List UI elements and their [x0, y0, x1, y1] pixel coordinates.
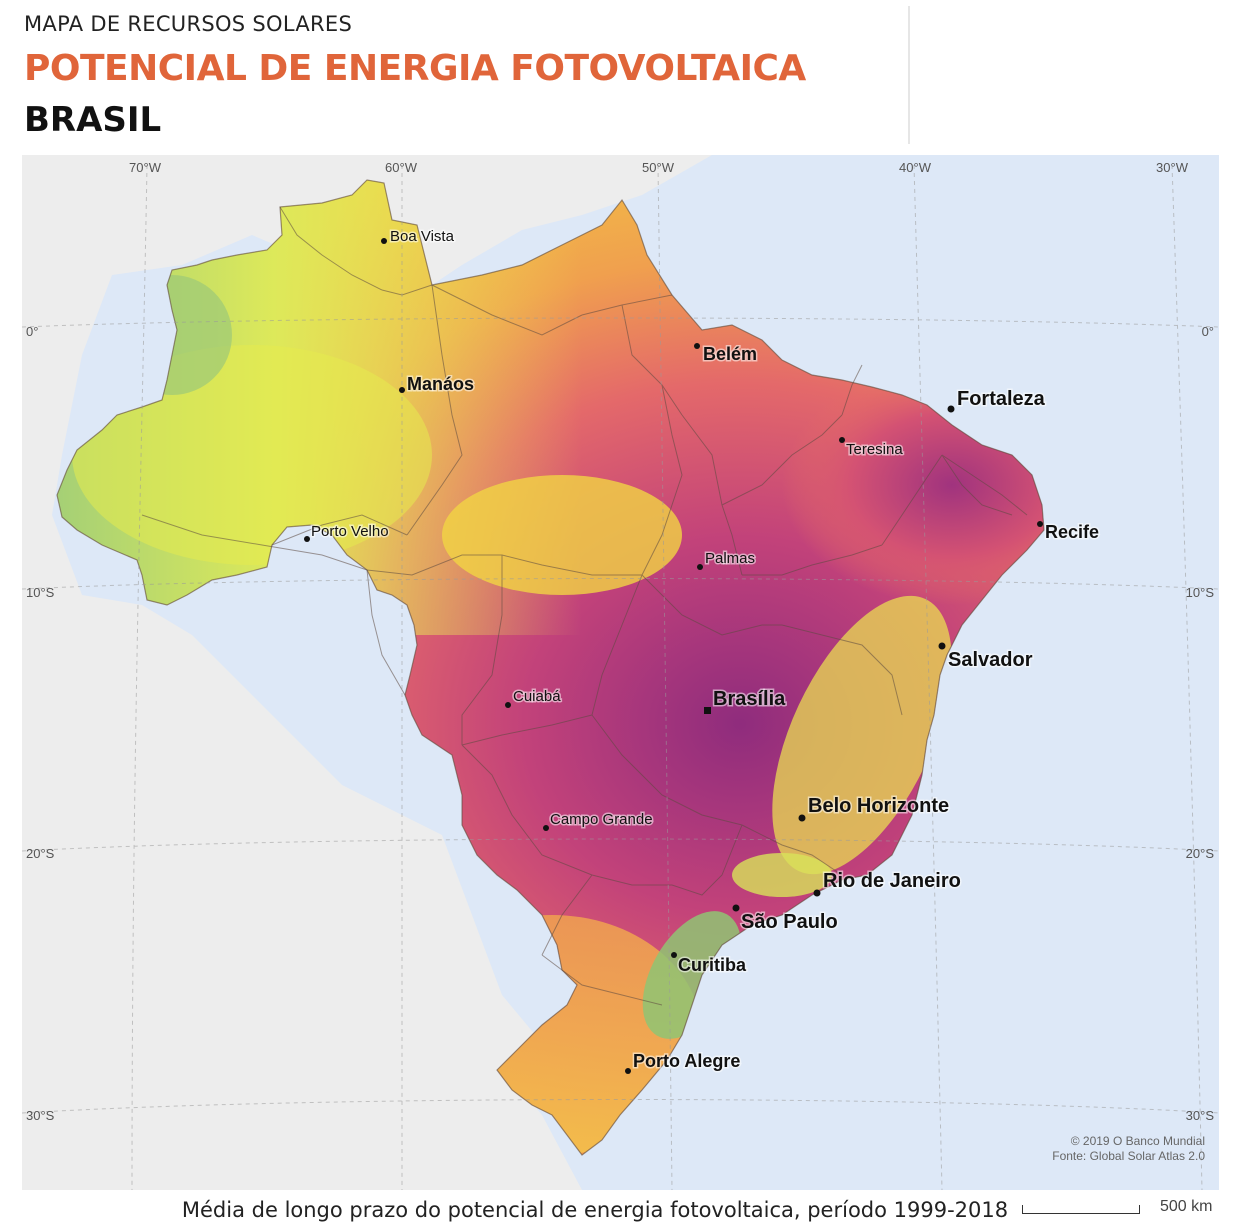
- meridian-line: [913, 164, 943, 1190]
- city-label: Rio de Janeiro: [823, 870, 961, 892]
- state-border-4: [431, 284, 583, 336]
- longitude-label: 70°W: [129, 160, 162, 175]
- city-marker: [694, 343, 700, 349]
- state-border-14: [641, 384, 683, 576]
- credit-copyright: © 2019 O Banco Mundial: [1071, 1134, 1205, 1148]
- city-marker: [399, 387, 405, 393]
- city-label: São Paulo: [741, 911, 838, 933]
- meridian-line: [1171, 164, 1203, 1190]
- south-america-landmass: [22, 155, 712, 1190]
- city-label: Teresina: [846, 441, 903, 458]
- city-marker: [543, 825, 549, 831]
- city-label: Fortaleza: [957, 388, 1046, 410]
- south-america-lower: [322, 975, 582, 1190]
- latitude-label-right: 30°S: [1186, 1108, 1215, 1123]
- city-label: Cuiabá: [513, 688, 561, 705]
- state-border-10: [841, 364, 863, 416]
- state-border-26: [351, 554, 642, 576]
- latitude-label-left: 30°S: [26, 1108, 55, 1123]
- state-border-27: [271, 514, 408, 546]
- city-marker: [704, 707, 711, 714]
- longitude-label: 60°W: [385, 160, 418, 175]
- city-marker: [798, 814, 806, 822]
- city-label: Belém: [703, 344, 757, 364]
- city-label: Recife: [1045, 522, 1099, 542]
- city-label: Belo Horizonte: [808, 795, 949, 817]
- city-markers: Boa Vista Belém Manáos Fortaleza Teresina Rec…: [304, 227, 1101, 1074]
- state-border-25: [141, 514, 353, 566]
- latitude-labels: 0° 10°S 20°S 30°S 0° 10°S 20°S 30°S: [26, 324, 1214, 1123]
- state-border-3: [406, 284, 463, 536]
- longitude-label: 30°W: [1156, 160, 1189, 175]
- city-marker: [625, 1068, 631, 1074]
- state-border-28: [366, 569, 406, 696]
- map-overline: MAPA DE RECURSOS SOLARES: [24, 12, 353, 36]
- state-border-11: [881, 454, 943, 546]
- city-label: Brasília: [713, 688, 786, 710]
- latitude-label-left: 20°S: [26, 846, 55, 861]
- state-border-15: [591, 574, 643, 716]
- state-border-8: [742, 544, 883, 576]
- state-border-12: [941, 454, 1028, 516]
- state-border-1: [279, 206, 383, 291]
- map-title: POTENCIAL DE ENERGIA FOTOVOLTAICA: [24, 48, 806, 89]
- city-label: Salvador: [948, 649, 1033, 671]
- city-label: Curitiba: [678, 955, 747, 975]
- state-border-13: [941, 454, 1013, 516]
- map-caption: Média de longo prazo do potencial de ene…: [181, 1198, 1009, 1222]
- city-marker: [813, 889, 821, 897]
- state-border-6: [621, 304, 683, 416]
- state-border-24: [461, 744, 593, 876]
- state-border-16: [641, 574, 782, 636]
- city-marker: [947, 405, 955, 413]
- city-marker: [697, 564, 703, 570]
- city-marker: [732, 904, 740, 912]
- city-marker: [1037, 521, 1043, 527]
- country-name: BRASIL: [24, 100, 162, 140]
- city-marker: [671, 952, 677, 958]
- meridian-line: [657, 164, 673, 1190]
- city-label: Palmas: [705, 550, 755, 567]
- state-border-20: [741, 824, 843, 876]
- city-marker: [938, 642, 946, 650]
- latitude-label-left: 0°: [26, 324, 38, 339]
- scale-bar: [1022, 1205, 1140, 1214]
- brazil-border: [56, 179, 1045, 1156]
- city-label: Boa Vista: [390, 228, 455, 245]
- city-marker: [304, 536, 310, 542]
- state-borders: [141, 206, 1028, 1006]
- scale-label: 500 km: [1160, 1198, 1213, 1215]
- longitude-labels: 70°W 60°W 50°W 40°W 30°W: [129, 160, 1189, 175]
- state-border-21: [591, 824, 743, 896]
- latitude-label-right: 0°: [1202, 324, 1214, 339]
- longitude-label: 50°W: [642, 160, 675, 175]
- latitude-label-right: 20°S: [1186, 846, 1215, 861]
- state-border-17: [781, 624, 903, 716]
- city-label: Porto Velho: [311, 523, 389, 540]
- state-border-9: [721, 414, 843, 506]
- state-border-29: [461, 555, 503, 745]
- longitude-label: 40°W: [899, 160, 932, 175]
- latitude-label-right: 10°S: [1186, 585, 1215, 600]
- state-border-18: [461, 714, 593, 746]
- header: MAPA DE RECURSOS SOLARES POTENCIAL DE EN…: [0, 0, 1242, 155]
- brazil-solar-map: 70°W 60°W 50°W 40°W 30°W 0° 10°S 20°S 30°S 0° 10°…: [22, 155, 1219, 1190]
- latitude-label-left: 10°S: [26, 585, 55, 600]
- header-divider: [908, 6, 910, 144]
- credit-source: Fonte: Global Solar Atlas 2.0: [1052, 1149, 1205, 1163]
- state-border-22: [541, 874, 593, 956]
- city-label: Campo Grande: [550, 811, 653, 828]
- meridian-line: [131, 164, 148, 1190]
- city-marker: [839, 437, 845, 443]
- state-border-19: [591, 714, 743, 826]
- map-frame: 70°W 60°W 50°W 40°W 30°W 0° 10°S 20°S 30°S 0° 10°…: [22, 155, 1219, 1190]
- graticule: [22, 164, 1219, 1190]
- city-label: Manáos: [407, 374, 474, 394]
- city-marker: [505, 702, 511, 708]
- city-label: Porto Alegre: [633, 1051, 740, 1071]
- city-marker: [381, 238, 387, 244]
